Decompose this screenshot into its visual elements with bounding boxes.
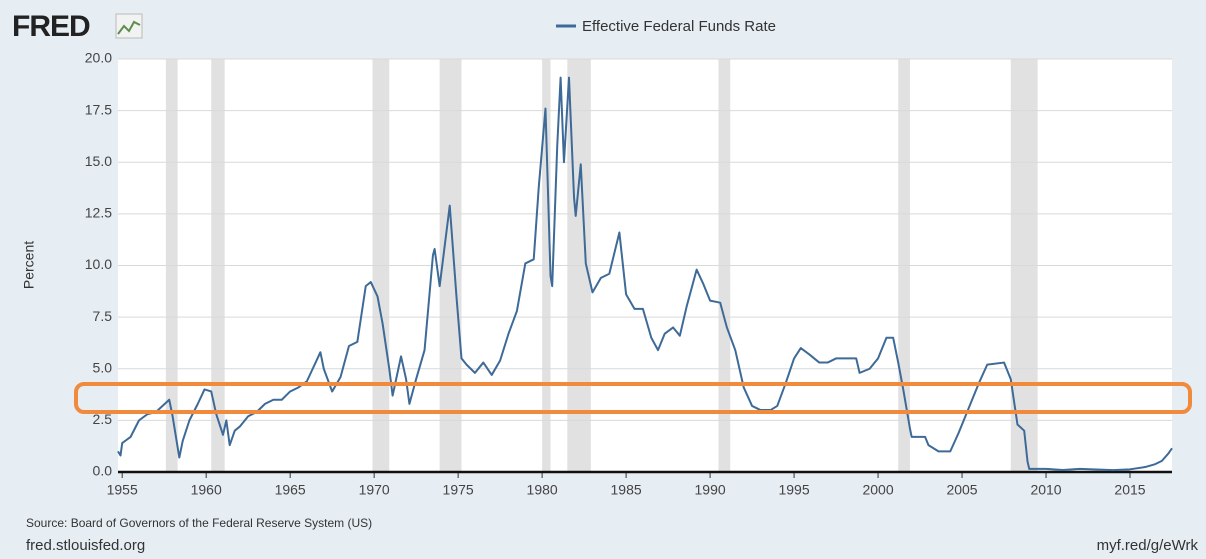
- x-tick-label: 1995: [778, 482, 809, 498]
- y-tick-label: 5.0: [93, 359, 113, 375]
- y-tick-label: 10.0: [85, 256, 112, 272]
- y-tick-label: 17.5: [85, 101, 112, 117]
- logo: FRED: [12, 10, 90, 43]
- x-tick-label: 1955: [107, 482, 138, 498]
- x-tick-label: 2005: [946, 482, 977, 498]
- y-axis-label: Percent: [21, 241, 37, 289]
- x-tick-label: 2015: [1114, 482, 1145, 498]
- source: Source: Board of Governors of the Federa…: [26, 516, 372, 530]
- x-tick-label: 1990: [695, 482, 726, 498]
- x-tick-label: 1960: [191, 482, 222, 498]
- x-tick-label: 2010: [1030, 482, 1061, 498]
- highlight-band: [74, 382, 1192, 414]
- y-tick-label: 12.5: [85, 205, 112, 221]
- y-tick-label: 7.5: [93, 308, 113, 324]
- logo-icon: [115, 13, 143, 39]
- legend-label: Effective Federal Funds Rate: [582, 18, 776, 35]
- y-tick-label: 20.0: [85, 50, 112, 66]
- y-tick-label: 15.0: [85, 153, 112, 169]
- x-tick-label: 1980: [527, 482, 558, 498]
- x-tick-label: 1970: [359, 482, 390, 498]
- x-tick-label: 1975: [443, 482, 474, 498]
- series-line: [117, 76, 1173, 472]
- x-tick-label: 1965: [275, 482, 306, 498]
- x-tick-label: 2000: [862, 482, 893, 498]
- y-tick-label: 0.0: [93, 463, 113, 479]
- footer-right: myf.red/g/eWrk: [1097, 537, 1199, 554]
- x-tick-label: 1985: [611, 482, 642, 498]
- footer-left: fred.stlouisfed.org: [26, 537, 145, 554]
- y-tick-label: 2.5: [93, 411, 113, 427]
